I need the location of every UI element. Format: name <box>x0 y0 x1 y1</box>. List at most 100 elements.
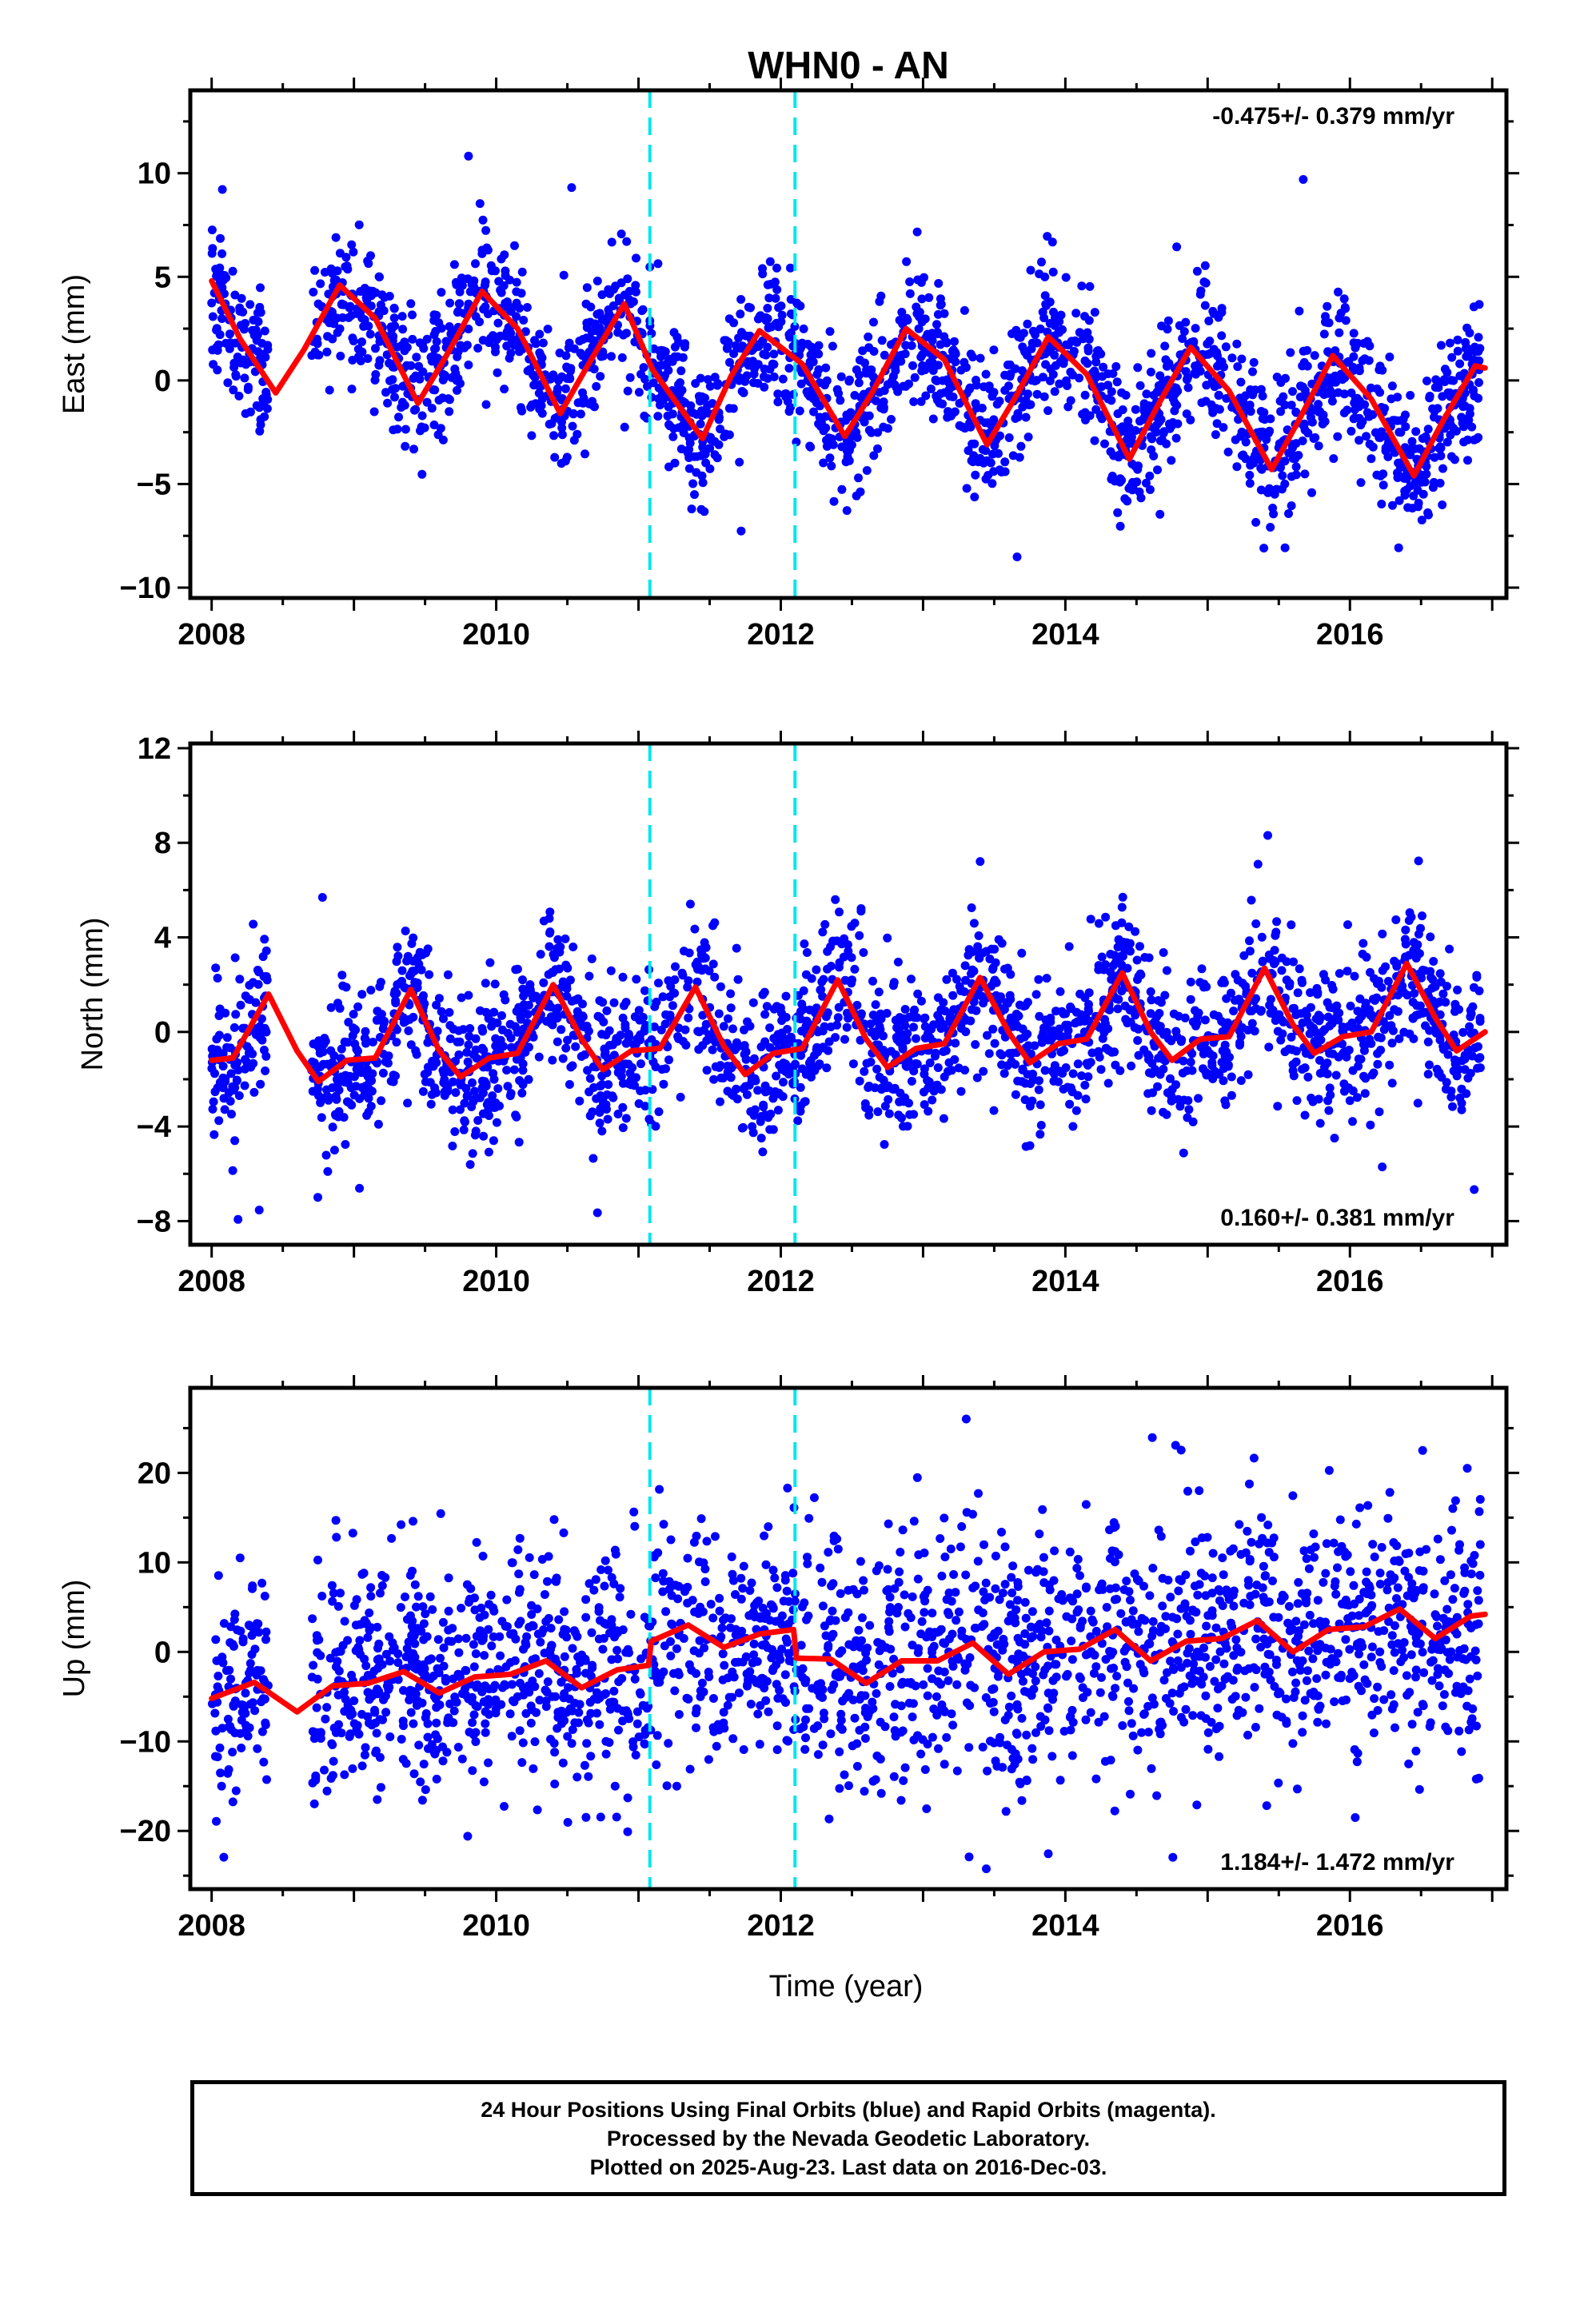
data-point <box>1237 1076 1246 1085</box>
data-point <box>373 1007 381 1015</box>
data-point <box>434 430 443 439</box>
data-point <box>319 1047 328 1056</box>
data-point <box>811 344 820 353</box>
data-point <box>1376 472 1385 480</box>
data-point <box>619 1123 628 1132</box>
data-point <box>1241 391 1250 400</box>
data-point <box>348 385 357 393</box>
data-point <box>457 273 466 282</box>
data-point <box>825 453 834 462</box>
data-point <box>861 1099 870 1108</box>
data-point <box>969 451 978 460</box>
data-point <box>1183 409 1191 418</box>
data-point <box>680 429 688 437</box>
data-point <box>1005 1049 1014 1058</box>
data-point <box>1434 1535 1442 1544</box>
data-point <box>940 309 949 318</box>
data-point <box>366 986 375 995</box>
data-point <box>540 917 549 926</box>
data-point <box>510 241 519 250</box>
data-point <box>403 1098 412 1107</box>
data-point <box>1118 422 1127 431</box>
data-point <box>430 421 439 429</box>
data-point <box>1242 438 1251 447</box>
data-point <box>1067 1636 1075 1645</box>
data-point <box>487 1641 496 1650</box>
data-point <box>896 316 904 325</box>
data-point <box>249 920 257 929</box>
data-point <box>1007 1057 1016 1066</box>
data-point <box>1126 1005 1135 1014</box>
data-point <box>867 1058 876 1066</box>
data-point <box>1291 1679 1300 1688</box>
data-point <box>532 339 541 348</box>
data-point <box>1206 349 1215 358</box>
data-point <box>599 1099 608 1108</box>
data-point <box>1147 368 1155 377</box>
data-point <box>855 931 864 940</box>
data-point <box>1065 1100 1074 1109</box>
data-point <box>523 303 532 312</box>
data-point <box>1231 436 1240 444</box>
data-point <box>624 387 632 396</box>
data-point <box>390 313 399 322</box>
data-point <box>1020 1033 1029 1042</box>
data-point <box>1470 983 1478 992</box>
data-point <box>491 348 500 357</box>
data-point <box>1251 1026 1259 1035</box>
data-point <box>252 325 261 334</box>
data-point <box>1238 1023 1247 1032</box>
y-tick-label: 12 <box>138 732 171 766</box>
data-point <box>652 1122 660 1130</box>
data-point <box>678 386 687 395</box>
data-point <box>374 361 383 370</box>
data-point <box>1303 1011 1311 1019</box>
data-point <box>844 940 852 949</box>
data-point <box>231 370 240 379</box>
data-point <box>867 1028 876 1037</box>
data-point <box>773 397 782 406</box>
data-point <box>538 394 547 403</box>
data-point <box>507 303 516 312</box>
data-point <box>329 319 338 328</box>
data-point <box>1091 436 1099 445</box>
data-point <box>471 1130 480 1139</box>
data-point <box>1340 409 1349 417</box>
data-point <box>1438 1701 1447 1710</box>
data-point <box>1414 1098 1422 1107</box>
data-point <box>1011 1090 1020 1099</box>
data-point <box>911 373 920 382</box>
data-point <box>715 1010 724 1018</box>
data-point <box>209 1098 218 1106</box>
data-point <box>575 1097 584 1106</box>
data-point <box>1422 470 1430 479</box>
data-point <box>1188 1066 1197 1075</box>
data-point <box>879 423 888 432</box>
data-point <box>825 1038 834 1046</box>
x-tick-label: 2008 <box>178 618 245 652</box>
data-point <box>1059 1010 1068 1018</box>
data-point <box>1035 269 1043 278</box>
data-point <box>412 353 421 361</box>
data-point <box>607 352 616 361</box>
data-point <box>596 1108 604 1117</box>
data-point <box>1184 383 1193 392</box>
data-point <box>1006 991 1015 1000</box>
data-point <box>864 343 873 352</box>
data-point <box>513 965 522 974</box>
data-point <box>779 1034 788 1043</box>
data-point <box>513 1007 521 1016</box>
data-point <box>510 336 519 345</box>
data-point <box>439 1756 448 1765</box>
data-point <box>679 421 688 429</box>
data-point <box>401 425 410 434</box>
data-point <box>1101 913 1110 922</box>
data-point <box>330 1146 339 1154</box>
data-point <box>837 373 846 381</box>
data-point <box>1409 1034 1418 1043</box>
data-point <box>734 975 743 984</box>
data-point <box>901 341 910 349</box>
data-point <box>349 1010 358 1018</box>
data-point <box>1111 1061 1119 1070</box>
data-point <box>535 1053 544 1062</box>
